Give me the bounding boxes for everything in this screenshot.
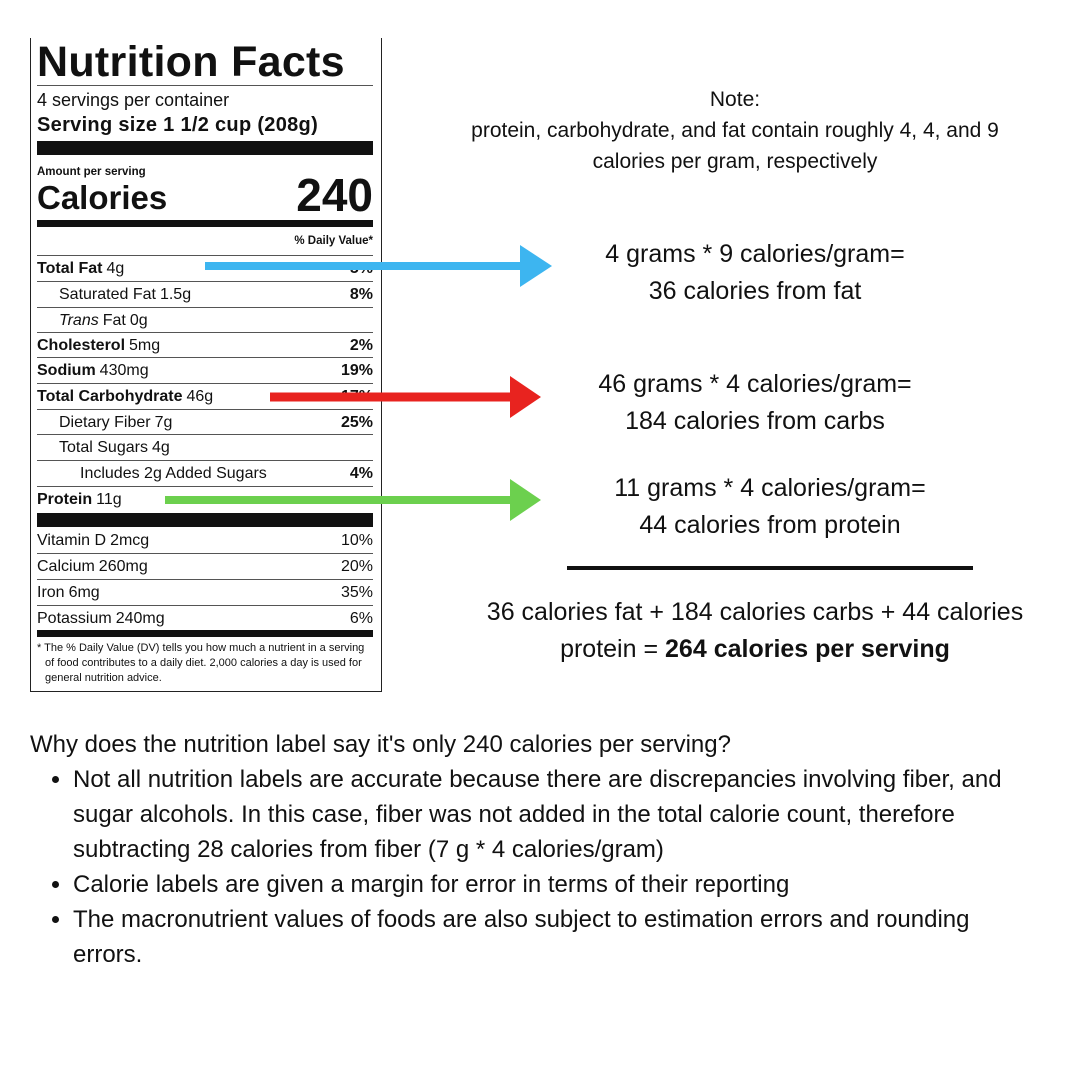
vitamin-name: Calcium	[37, 558, 95, 575]
vitamin-name: Iron	[37, 584, 65, 601]
calories-value: 240	[296, 169, 373, 221]
vitamin-amount: 260mg	[98, 558, 148, 575]
nutrient-row: Dietary Fiber 7g 25%	[37, 409, 373, 435]
nutrient-dv: 8%	[349, 286, 373, 303]
nutrient-row: Protein 11g	[37, 486, 373, 512]
amount-per-serving: Amount per serving	[37, 166, 146, 178]
nutrient-row: Sodium 430mg 19%	[37, 357, 373, 383]
nutrient-name: Total Sugars	[59, 439, 148, 456]
nutrient-row: Total Sugars 4g	[37, 434, 373, 460]
rule	[37, 630, 373, 637]
bullet: The macronutrient values of foods are al…	[73, 902, 1040, 972]
nutrient-amount: 7g	[154, 414, 173, 431]
vitamin-dv: 10%	[340, 532, 373, 549]
nutrient-dv: 4%	[349, 465, 373, 482]
footnote: * The % Daily Value (DV) tells you how m…	[37, 642, 365, 684]
nutrient-row: Cholesterol 5mg 2%	[37, 332, 373, 358]
calc-result: 184 calories from carbs	[625, 407, 885, 435]
nutrient-name: Saturated Fat	[59, 286, 156, 303]
vitamin-dv: 6%	[349, 610, 373, 627]
vitamin-row: Calcium 260mg 20%	[37, 553, 373, 579]
nutrient-amount: 4g	[151, 439, 170, 456]
calc-formula: 46 grams * 4 calories/gram=	[598, 370, 912, 398]
vitamin-name: Vitamin D	[37, 532, 107, 549]
nutrient-amount: 0g	[129, 312, 148, 329]
calories-label: Calories	[37, 179, 168, 216]
calc-formula: 11 grams * 4 calories/gram=	[614, 474, 926, 502]
label-title: Nutrition Facts	[37, 38, 345, 86]
nutrient-amount: 11g	[96, 491, 122, 508]
vitamin-row: Potassium 240mg 6%	[37, 605, 373, 631]
nutrient-amount: 430mg	[99, 362, 149, 379]
note: Note: protein, carbohydrate, and fat con…	[430, 84, 1040, 177]
rule	[37, 141, 373, 155]
bullet: Calorie labels are given a margin for er…	[73, 867, 1040, 902]
carb-arrow	[270, 376, 541, 418]
note-title: Note:	[709, 88, 761, 111]
fat-arrow	[205, 245, 552, 287]
sum: 36 calories fat + 184 calories carbs + 4…	[480, 594, 1030, 668]
vitamin-amount: 240mg	[115, 610, 165, 627]
nutrient-amount: 1.5g	[159, 286, 192, 303]
vitamin-dv: 20%	[340, 558, 373, 575]
nutrient-amount: 4g	[106, 260, 125, 277]
rule	[37, 220, 373, 227]
nutrient-dv: 2%	[349, 337, 373, 354]
vitamin-row: Iron 6mg 35%	[37, 579, 373, 605]
divider	[567, 566, 973, 570]
vitamin-dv: 35%	[340, 584, 373, 601]
nutrient-name: Total Fat	[37, 260, 103, 277]
rule	[37, 513, 373, 527]
vitamin-name: Potassium	[37, 610, 112, 627]
question: Why does the nutrition label say it's on…	[30, 731, 731, 758]
nutrient-name: Fat	[102, 312, 126, 329]
nutrient-name: Includes 2g Added Sugars	[80, 465, 267, 482]
protein-arrow	[165, 479, 541, 521]
nutrient-name: Cholesterol	[37, 337, 126, 354]
sum-total: 264 calories per serving	[665, 635, 950, 663]
bullet-list: Not all nutrition labels are accurate be…	[30, 762, 1040, 972]
nutrient-dv: 19%	[340, 362, 373, 379]
vitamin-amount: 6mg	[68, 584, 100, 601]
nutrient-name: Sodium	[37, 362, 96, 379]
rule	[37, 85, 373, 86]
vitamin-row: Vitamin D 2mcg 10%	[37, 528, 373, 553]
bullet: Not all nutrition labels are accurate be…	[73, 762, 1040, 867]
calculation: 11 grams * 4 calories/gram= 44 calories …	[485, 470, 1055, 544]
nutrient-row: Trans Fat 0g	[37, 307, 373, 333]
explanation: Why does the nutrition label say it's on…	[30, 727, 1040, 972]
servings: 4 servings per container	[37, 90, 230, 110]
dv-header: % Daily Value*	[294, 235, 373, 247]
sum-text: 36 calories fat + 184 calories carbs + 4…	[486, 598, 1024, 663]
nutrient-amount: 5mg	[129, 337, 161, 354]
calculation: 4 grams * 9 calories/gram= 36 calories f…	[470, 236, 1040, 310]
calc-result: 36 calories from fat	[648, 277, 862, 305]
nutrient-name: Total Carbohydrate	[37, 388, 183, 405]
nutrient-amount: 46g	[186, 388, 214, 405]
calc-result: 44 calories from protein	[639, 511, 901, 539]
nutrient-dv: 25%	[340, 414, 373, 431]
calculation: 46 grams * 4 calories/gram= 184 calories…	[470, 366, 1040, 440]
nutrient-name: Dietary Fiber	[59, 414, 151, 431]
nutrient-row: Saturated Fat 1.5g 8%	[37, 281, 373, 307]
nutrient-row: Includes 2g Added Sugars 4%	[37, 460, 373, 486]
nutrient-name: Protein	[37, 491, 93, 508]
serving-size: Serving size 1 1/2 cup (208g)	[37, 114, 319, 136]
note-text: protein, carbohydrate, and fat contain r…	[471, 119, 999, 173]
vitamin-amount: 2mcg	[110, 532, 150, 549]
calc-formula: 4 grams * 9 calories/gram=	[605, 240, 905, 268]
nutrient-name-italic: Trans	[59, 312, 99, 329]
